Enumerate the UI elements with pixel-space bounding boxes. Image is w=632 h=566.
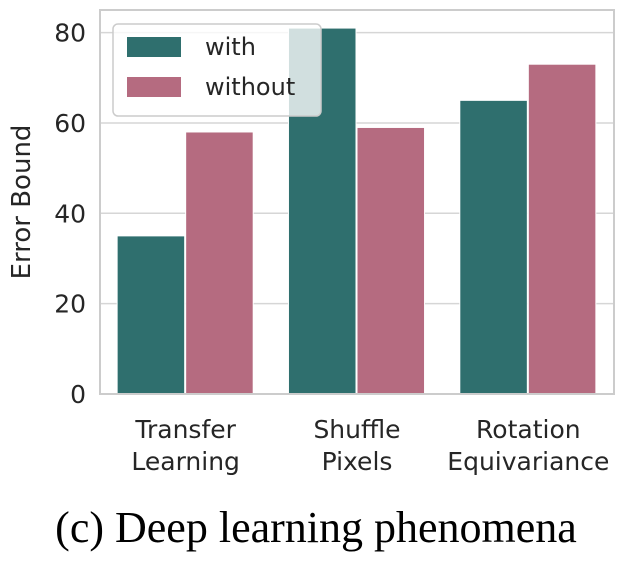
y-axis-label: Error Bound [7,125,37,280]
legend-swatch-without [127,77,181,97]
bar-chart: 0 20 40 60 80 Transfer Learning Shuffle Pixels R… [7,9,615,476]
bar-with-0 [116,235,186,395]
bars [116,27,597,395]
axes-frame [99,9,615,395]
x-tick-label: Transfer Learning [131,415,240,476]
bar-without-2 [527,63,597,395]
bar-with-2 [459,99,528,395]
x-tick-label: Shuffle Pixels [313,415,400,476]
bar-without-1 [356,126,426,395]
y-tick-label: 60 [54,109,86,138]
legend-label-with: with [205,33,256,61]
bar-without-0 [185,131,254,395]
x-tick-label: Rotation Equivariance [447,415,609,476]
y-tick-label: 40 [54,199,86,228]
y-tick-labels: 0 20 40 60 80 [54,19,86,409]
y-tick-label: 80 [54,19,86,48]
plot-frame [99,9,615,395]
legend-label-without: without [205,73,295,101]
legend-swatch-with [127,37,181,57]
x-tick-labels: Transfer Learning Shuffle Pixels Rotation Equ… [131,415,609,476]
y-tick-label: 0 [70,380,86,409]
y-tick-label: 20 [54,290,86,319]
legend: with without [112,23,322,117]
figure-caption: (c) Deep learning phenomena [55,503,577,552]
